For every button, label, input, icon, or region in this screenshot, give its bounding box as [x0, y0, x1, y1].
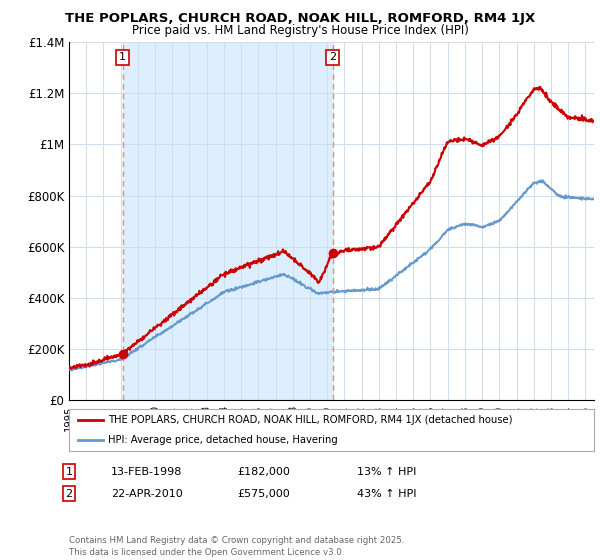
- Text: HPI: Average price, detached house, Havering: HPI: Average price, detached house, Have…: [109, 435, 338, 445]
- Bar: [122, 42, 332, 400]
- Text: Contains HM Land Registry data © Crown copyright and database right 2025.
This d: Contains HM Land Registry data © Crown c…: [69, 536, 404, 557]
- Text: 43% ↑ HPI: 43% ↑ HPI: [357, 489, 416, 499]
- Text: THE POPLARS, CHURCH ROAD, NOAK HILL, ROMFORD, RM4 1JX: THE POPLARS, CHURCH ROAD, NOAK HILL, ROM…: [65, 12, 535, 25]
- Text: £182,000: £182,000: [237, 466, 290, 477]
- Text: 2: 2: [329, 53, 336, 62]
- Text: THE POPLARS, CHURCH ROAD, NOAK HILL, ROMFORD, RM4 1JX (detached house): THE POPLARS, CHURCH ROAD, NOAK HILL, ROM…: [109, 415, 513, 424]
- Text: £575,000: £575,000: [237, 489, 290, 499]
- Text: 22-APR-2010: 22-APR-2010: [111, 489, 183, 499]
- Text: 2: 2: [65, 489, 73, 499]
- Text: 1: 1: [119, 53, 126, 62]
- Text: 13% ↑ HPI: 13% ↑ HPI: [357, 466, 416, 477]
- Text: 1: 1: [65, 466, 73, 477]
- Text: 13-FEB-1998: 13-FEB-1998: [111, 466, 182, 477]
- Text: Price paid vs. HM Land Registry's House Price Index (HPI): Price paid vs. HM Land Registry's House …: [131, 24, 469, 37]
